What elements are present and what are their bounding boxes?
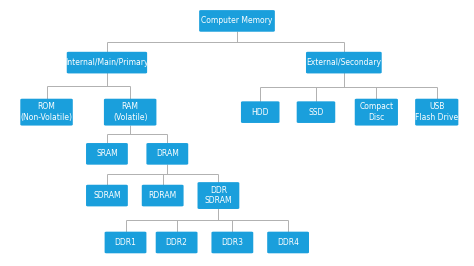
FancyBboxPatch shape <box>241 101 280 123</box>
Text: Compact
Disc: Compact Disc <box>359 102 393 122</box>
FancyBboxPatch shape <box>355 99 398 126</box>
FancyBboxPatch shape <box>86 143 128 165</box>
FancyBboxPatch shape <box>211 232 253 253</box>
Text: HDD: HDD <box>252 108 269 117</box>
FancyBboxPatch shape <box>104 99 156 126</box>
FancyBboxPatch shape <box>67 52 147 73</box>
Text: DDR4: DDR4 <box>277 238 299 247</box>
Text: DDR
SDRAM: DDR SDRAM <box>205 186 232 205</box>
Text: RDRAM: RDRAM <box>148 191 177 200</box>
Text: Computer Memory: Computer Memory <box>201 16 273 26</box>
Text: DDR2: DDR2 <box>166 238 188 247</box>
FancyBboxPatch shape <box>105 232 146 253</box>
Text: DDR1: DDR1 <box>115 238 137 247</box>
FancyBboxPatch shape <box>297 101 335 123</box>
Text: RAM
(Volatile): RAM (Volatile) <box>113 102 147 122</box>
FancyBboxPatch shape <box>415 99 458 126</box>
Text: USB
Flash Drive: USB Flash Drive <box>415 102 458 122</box>
Text: SSD: SSD <box>308 108 324 117</box>
FancyBboxPatch shape <box>306 52 382 73</box>
Text: Internal/Main/Primary: Internal/Main/Primary <box>65 58 149 67</box>
FancyBboxPatch shape <box>146 143 188 165</box>
Text: SRAM: SRAM <box>96 149 118 158</box>
Text: DDR3: DDR3 <box>221 238 243 247</box>
FancyBboxPatch shape <box>198 182 239 209</box>
FancyBboxPatch shape <box>267 232 309 253</box>
FancyBboxPatch shape <box>142 185 183 206</box>
FancyBboxPatch shape <box>86 185 128 206</box>
Text: SDRAM: SDRAM <box>93 191 121 200</box>
Text: External/Secondary: External/Secondary <box>306 58 382 67</box>
FancyBboxPatch shape <box>155 232 198 253</box>
FancyBboxPatch shape <box>20 99 73 126</box>
Text: ROM
(Non-Volatile): ROM (Non-Volatile) <box>20 102 73 122</box>
FancyBboxPatch shape <box>199 10 275 32</box>
Text: DRAM: DRAM <box>156 149 179 158</box>
